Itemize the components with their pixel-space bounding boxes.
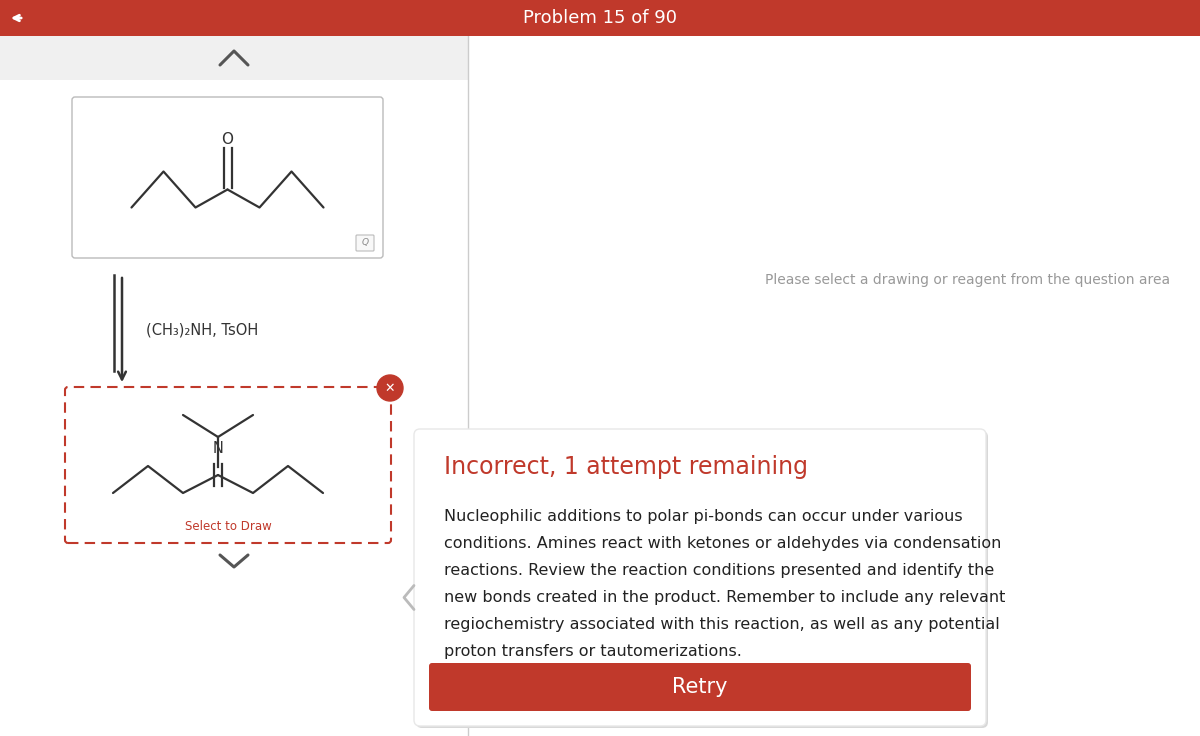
FancyBboxPatch shape (430, 663, 971, 711)
Text: Problem 15 of 90: Problem 15 of 90 (523, 9, 677, 27)
Text: Select to Draw: Select to Draw (185, 520, 271, 533)
Bar (0, 36, 468, 736)
Text: proton transfers or tautomerizations.: proton transfers or tautomerizations. (444, 644, 742, 659)
Text: reactions. Review the reaction conditions presented and identify the: reactions. Review the reaction condition… (444, 563, 995, 578)
Text: Retry: Retry (672, 677, 727, 697)
Text: Please select a drawing or reagent from the question area: Please select a drawing or reagent from … (764, 273, 1170, 287)
FancyBboxPatch shape (356, 235, 374, 251)
Text: Q: Q (361, 238, 368, 247)
Bar (0, 0, 1200, 36)
FancyBboxPatch shape (72, 97, 383, 258)
Bar (0, 36, 468, 80)
Text: O: O (222, 132, 234, 147)
Text: regiochemistry associated with this reaction, as well as any potential: regiochemistry associated with this reac… (444, 617, 1000, 632)
FancyBboxPatch shape (414, 429, 986, 726)
FancyBboxPatch shape (65, 387, 391, 543)
Text: N: N (212, 441, 223, 456)
Text: Nucleophilic additions to polar pi-bonds can occur under various: Nucleophilic additions to polar pi-bonds… (444, 509, 962, 524)
Text: ✕: ✕ (385, 381, 395, 394)
Text: conditions. Amines react with ketones or aldehydes via condensation: conditions. Amines react with ketones or… (444, 536, 1001, 551)
Circle shape (377, 375, 403, 401)
Text: Incorrect, 1 attempt remaining: Incorrect, 1 attempt remaining (444, 455, 808, 479)
FancyBboxPatch shape (416, 431, 988, 728)
Text: (CH₃)₂NH, TsOH: (CH₃)₂NH, TsOH (146, 322, 258, 338)
Text: new bonds created in the product. Remember to include any relevant: new bonds created in the product. Rememb… (444, 590, 1006, 605)
Bar (468, 36, 1200, 736)
